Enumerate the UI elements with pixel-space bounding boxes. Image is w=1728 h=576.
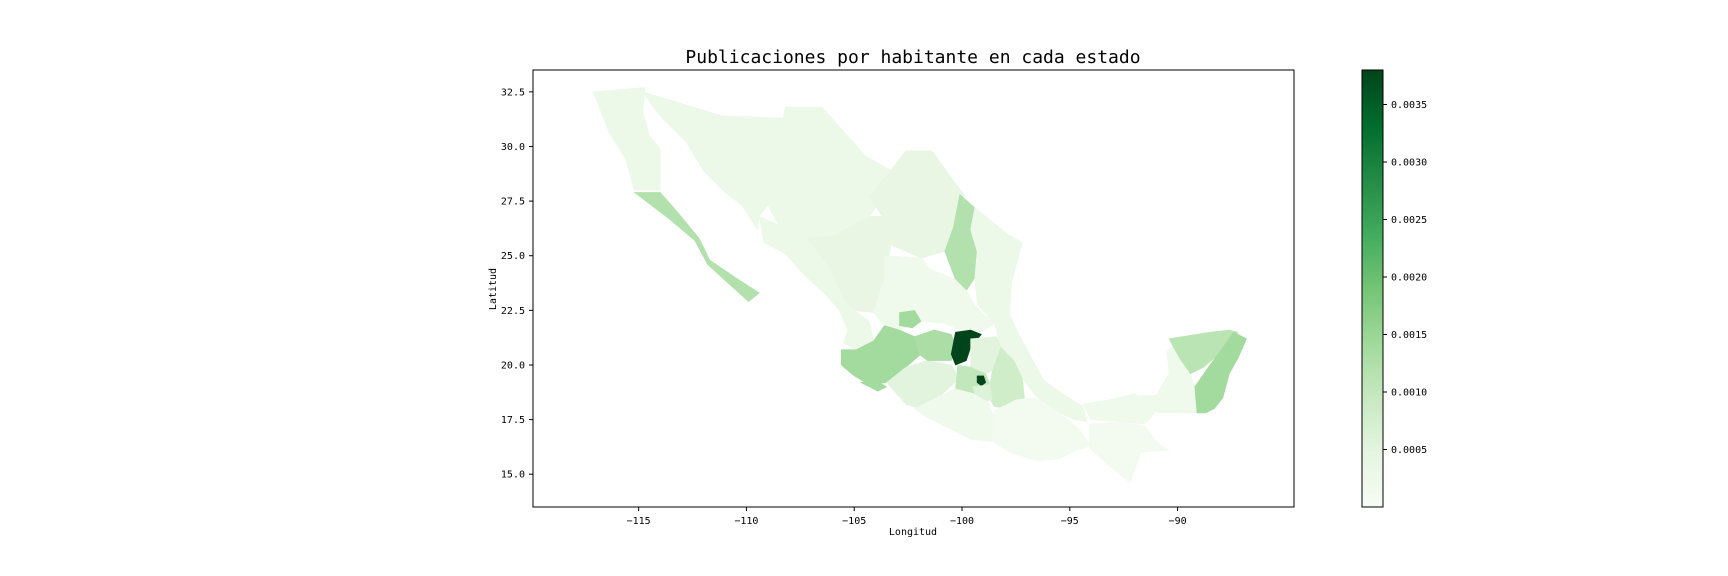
colorbar bbox=[1361, 69, 1384, 508]
x-tick-label: −95 bbox=[1061, 516, 1079, 527]
region-coahuila: Coahuila bbox=[868, 150, 965, 259]
x-tick-label: −115 bbox=[627, 516, 651, 527]
x-axis-label: Longitud bbox=[889, 527, 937, 538]
y-tick-label: 27.5 bbox=[501, 197, 525, 208]
map-regions: Baja CaliforniaBaja California SurSonora… bbox=[592, 87, 1247, 484]
y-tick-label: 32.5 bbox=[501, 87, 525, 98]
region-ciudad-de-mexico: Ciudad de México bbox=[976, 375, 987, 387]
colorbar-tick-label: 0.0020 bbox=[1391, 273, 1427, 284]
plot-frame bbox=[532, 69, 1295, 508]
y-tick-label: 25.0 bbox=[501, 251, 525, 262]
y-axis-ticks: 15.0 17.5 20.0 22.5 25.0 27.5 30.0 32.5 bbox=[501, 87, 533, 481]
region-aguascalientes: Aguascalientes bbox=[899, 310, 922, 329]
colorbar-tick-label: 0.0005 bbox=[1391, 445, 1427, 456]
colorbar-ticks: 0.0005 0.0010 0.0015 0.0020 0.0025 0.0030 0.00… bbox=[1383, 100, 1427, 456]
y-axis-label: Latitud bbox=[488, 268, 499, 310]
chart-title: Publicaciones por habitante en cada esta… bbox=[685, 47, 1140, 68]
x-tick-label: −90 bbox=[1169, 516, 1187, 527]
colorbar-tick-label: 0.0010 bbox=[1391, 388, 1427, 399]
x-tick-label: −105 bbox=[842, 516, 866, 527]
region-oaxaca: Oaxaca bbox=[991, 397, 1092, 462]
region-baja-california-sur: Baja California Sur bbox=[633, 192, 760, 302]
x-tick-label: −100 bbox=[950, 516, 974, 527]
y-tick-label: 17.5 bbox=[501, 415, 525, 426]
region-tabasco: Tabasco bbox=[1082, 393, 1157, 425]
colorbar-tick-label: 0.0030 bbox=[1391, 158, 1427, 169]
x-tick-label: −110 bbox=[734, 516, 758, 527]
y-tick-label: 15.0 bbox=[501, 470, 525, 481]
y-tick-label: 22.5 bbox=[501, 306, 525, 317]
region-san-luis-potosi: San Luis Potosí bbox=[922, 268, 995, 333]
region-guanajuato: Guanajuato bbox=[914, 329, 959, 361]
region-colima: Colima bbox=[859, 379, 888, 392]
colorbar-tick-label: 0.0025 bbox=[1391, 215, 1427, 226]
x-axis-ticks: −115 −110 −105 −100 −95 −90 bbox=[627, 507, 1187, 527]
region-quintana-roo: Quintana Roo bbox=[1194, 331, 1247, 414]
colorbar-tick-label: 0.0015 bbox=[1391, 330, 1427, 341]
region-chiapas: Chiapas bbox=[1088, 421, 1170, 484]
y-tick-label: 20.0 bbox=[501, 360, 525, 371]
y-tick-label: 30.0 bbox=[501, 142, 525, 153]
region-tamaulipas: Tamaulipas bbox=[970, 207, 1023, 324]
colorbar-tick-label: 0.0035 bbox=[1391, 100, 1427, 111]
region-baja-california: Baja California bbox=[592, 87, 661, 191]
